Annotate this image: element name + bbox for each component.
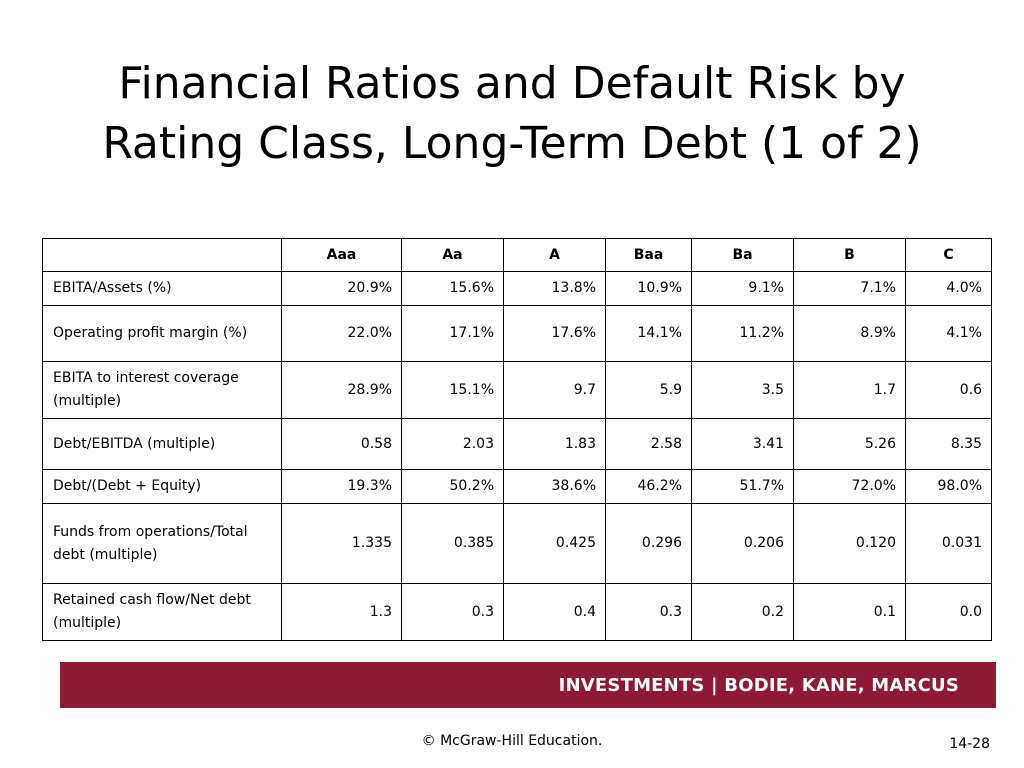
table-row: EBITA/Assets (%) 20.9% 15.6% 13.8% 10.9%… <box>42 271 992 306</box>
column-header-b: B <box>793 238 906 272</box>
table-cell: 50.2% <box>401 469 504 504</box>
table-cell: 15.6% <box>401 271 504 306</box>
slide-title: Financial Ratios and Default Risk by Rat… <box>0 54 1024 174</box>
banner-text: INVESTMENTS | BODIE, KANE, MARCUS <box>558 675 959 696</box>
table-cell: 5.9 <box>605 361 692 419</box>
table-cell: 10.9% <box>605 271 692 306</box>
table-cell: 0.1 <box>793 583 906 641</box>
table-cell: 7.1% <box>793 271 906 306</box>
table-row: EBITA to interest coverage (multiple) 28… <box>42 361 992 419</box>
row-label: EBITA/Assets (%) <box>42 271 282 306</box>
row-label: Debt/(Debt + Equity) <box>42 469 282 504</box>
page-number: 14-28 <box>949 736 990 752</box>
table-cell: 9.1% <box>691 271 794 306</box>
table-cell: 0.296 <box>605 503 692 584</box>
column-header-c: C <box>905 238 992 272</box>
column-header-baa: Baa <box>605 238 692 272</box>
table-cell: 11.2% <box>691 305 794 362</box>
table-cell: 4.1% <box>905 305 992 362</box>
table-cell: 0.385 <box>401 503 504 584</box>
table-cell: 0.0 <box>905 583 992 641</box>
row-label: Operating profit margin (%) <box>42 305 282 362</box>
header-corner <box>42 238 282 272</box>
table-cell: 1.3 <box>281 583 402 641</box>
table-cell: 0.206 <box>691 503 794 584</box>
table-cell: 38.6% <box>503 469 606 504</box>
table-cell: 5.26 <box>793 418 906 470</box>
table-row: Retained cash flow/Net debt (multiple) 1… <box>42 583 992 641</box>
row-label: Funds from operations/Total debt (multip… <box>42 503 282 584</box>
table-cell: 0.3 <box>401 583 504 641</box>
table-cell: 15.1% <box>401 361 504 419</box>
table-cell: 0.425 <box>503 503 606 584</box>
table-cell: 2.03 <box>401 418 504 470</box>
row-label: Retained cash flow/Net debt (multiple) <box>42 583 282 641</box>
table-cell: 17.1% <box>401 305 504 362</box>
table-cell: 0.031 <box>905 503 992 584</box>
table-cell: 19.3% <box>281 469 402 504</box>
row-label: Debt/EBITDA (multiple) <box>42 418 282 470</box>
table-cell: 1.83 <box>503 418 606 470</box>
row-label: EBITA to interest coverage (multiple) <box>42 361 282 419</box>
table-cell: 1.335 <box>281 503 402 584</box>
table-cell: 28.9% <box>281 361 402 419</box>
slide-title-line-1: Financial Ratios and Default Risk by <box>118 58 906 109</box>
table-cell: 3.41 <box>691 418 794 470</box>
table-cell: 0.6 <box>905 361 992 419</box>
table-cell: 0.3 <box>605 583 692 641</box>
table-cell: 13.8% <box>503 271 606 306</box>
table-header-row: Aaa Aa A Baa Ba B C <box>42 238 992 272</box>
table-row: Debt/(Debt + Equity) 19.3% 50.2% 38.6% 4… <box>42 469 992 504</box>
table-cell: 2.58 <box>605 418 692 470</box>
table-cell: 1.7 <box>793 361 906 419</box>
table-cell: 98.0% <box>905 469 992 504</box>
column-header-aa: Aa <box>401 238 504 272</box>
table-cell: 0.120 <box>793 503 906 584</box>
table-row: Funds from operations/Total debt (multip… <box>42 503 992 584</box>
table-cell: 0.2 <box>691 583 794 641</box>
table-cell: 3.5 <box>691 361 794 419</box>
table-cell: 0.58 <box>281 418 402 470</box>
table-cell: 22.0% <box>281 305 402 362</box>
column-header-ba: Ba <box>691 238 794 272</box>
table-cell: 0.4 <box>503 583 606 641</box>
footer-banner: INVESTMENTS | BODIE, KANE, MARCUS <box>60 662 996 708</box>
table-cell: 4.0% <box>905 271 992 306</box>
slide-title-line-2: Rating Class, Long-Term Debt (1 of 2) <box>102 118 922 169</box>
table-cell: 8.9% <box>793 305 906 362</box>
table-cell: 20.9% <box>281 271 402 306</box>
column-header-a: A <box>503 238 606 272</box>
table-cell: 8.35 <box>905 418 992 470</box>
table-cell: 72.0% <box>793 469 906 504</box>
copyright-notice: © McGraw-Hill Education. <box>421 733 603 749</box>
table-cell: 17.6% <box>503 305 606 362</box>
financial-ratios-table: Aaa Aa A Baa Ba B C EBITA/Assets (%) 20.… <box>42 238 992 641</box>
table-cell: 51.7% <box>691 469 794 504</box>
table-cell: 14.1% <box>605 305 692 362</box>
table-cell: 9.7 <box>503 361 606 419</box>
table-row: Operating profit margin (%) 22.0% 17.1% … <box>42 305 992 362</box>
table-row: Debt/EBITDA (multiple) 0.58 2.03 1.83 2.… <box>42 418 992 470</box>
table-cell: 46.2% <box>605 469 692 504</box>
column-header-aaa: Aaa <box>281 238 402 272</box>
